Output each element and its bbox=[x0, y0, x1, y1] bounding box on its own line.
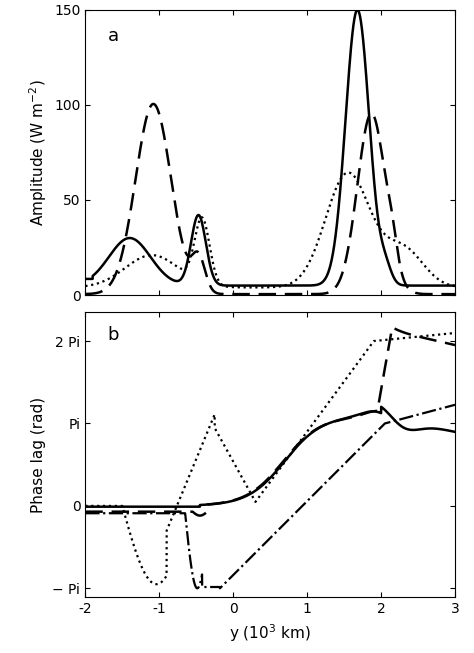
Y-axis label: Phase lag (rad): Phase lag (rad) bbox=[31, 397, 46, 513]
X-axis label: y (10$^{3}$ km): y (10$^{3}$ km) bbox=[229, 622, 311, 644]
Y-axis label: Amplitude (W m$^{-2}$): Amplitude (W m$^{-2}$) bbox=[27, 79, 48, 226]
Text: a: a bbox=[108, 27, 118, 45]
Text: b: b bbox=[108, 326, 119, 345]
